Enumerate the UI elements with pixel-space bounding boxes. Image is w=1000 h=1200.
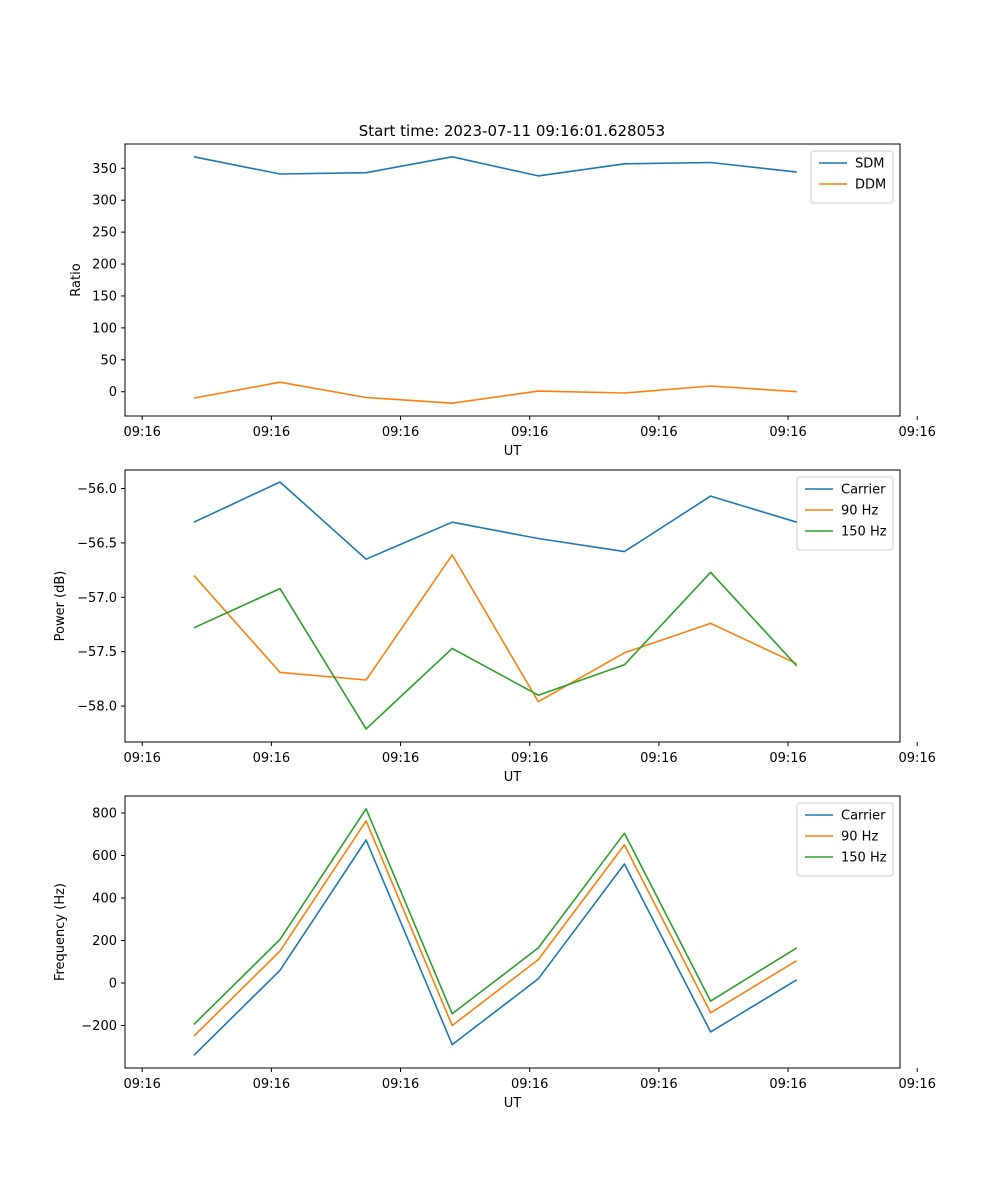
x-tick-label: 09:16 [898, 751, 935, 766]
series-line-150-hz [193, 571, 798, 730]
y-tick-label: 350 [92, 162, 117, 177]
x-tick-label: 09:16 [640, 1077, 677, 1092]
figure-title: Start time: 2023-07-11 09:16:01.628053 [359, 122, 665, 140]
y-tick-label: 800 [92, 807, 117, 822]
y-axis-label: Frequency (Hz) [53, 883, 68, 981]
subplot-1: 09:16 09:16 09:16 09:16 09:16 09:16 09:16 0 50 10… [69, 143, 936, 459]
y-tick-label: 250 [92, 226, 117, 241]
legend: Carrier 90 Hz 150 Hz [796, 476, 894, 551]
x-tick-label: 09:16 [123, 1077, 160, 1092]
x-tick-label: 09:16 [898, 1077, 935, 1092]
legend-label: 150 Hz [841, 851, 887, 866]
series-line-150-hz [193, 807, 798, 1025]
legend-box [810, 150, 894, 204]
y-tick-label: −57.0 [77, 591, 117, 606]
y-tick-label: 600 [92, 849, 117, 864]
y-tick-label: 300 [92, 194, 117, 209]
subplots: 09:16 09:16 09:16 09:16 09:16 09:16 09:16 0 50 10… [53, 143, 936, 1111]
y-tick-label: −58.0 [77, 700, 117, 715]
y-tick-label: 150 [92, 289, 117, 304]
y-tick-label: −200 [81, 1019, 117, 1034]
legend-label: Carrier [841, 809, 886, 824]
x-tick-label: 09:16 [640, 425, 677, 440]
x-tick-label: 09:16 [769, 1077, 806, 1092]
x-tick-label: 09:16 [640, 751, 677, 766]
x-tick-label: 09:16 [253, 751, 290, 766]
series-line-90-hz [193, 820, 798, 1037]
x-axis-label: UT [504, 444, 522, 459]
y-tick-label: −56.0 [77, 482, 117, 497]
x-tick-label: 09:16 [123, 425, 160, 440]
series-line-carrier [193, 839, 798, 1056]
y-tick-label: −56.5 [77, 536, 117, 551]
x-axis-label: UT [504, 1096, 522, 1111]
y-tick-label: 200 [92, 258, 117, 273]
legend-label: 150 Hz [841, 525, 887, 540]
x-tick-label: 09:16 [769, 425, 806, 440]
x-axis-label: UT [504, 770, 522, 785]
y-tick-label: 200 [92, 934, 117, 949]
subplot-2: 09:16 09:16 09:16 09:16 09:16 09:16 09:16 −58.0… [53, 469, 936, 785]
x-tick-label: 09:16 [898, 425, 935, 440]
y-tick-label: −57.5 [77, 645, 117, 660]
legend: Carrier 90 Hz 150 Hz [796, 802, 894, 877]
x-tick-label: 09:16 [382, 751, 419, 766]
y-tick-label: 400 [92, 892, 117, 907]
x-tick-label: 09:16 [511, 1077, 548, 1092]
x-tick-label: 09:16 [382, 1077, 419, 1092]
series-line-carrier [193, 481, 797, 561]
legend: SDM DDM [810, 150, 894, 204]
y-axis-label: Ratio [69, 263, 84, 296]
y-tick-label: 0 [109, 385, 117, 400]
y-axis-label: Power (dB) [53, 571, 68, 642]
axes-frame [124, 469, 901, 743]
x-tick-label: 09:16 [769, 751, 806, 766]
x-tick-label: 09:16 [253, 425, 290, 440]
axes-frame [124, 795, 901, 1069]
legend-label: Carrier [841, 483, 886, 498]
y-tick-label: 50 [100, 353, 117, 368]
y-tick-label: 100 [92, 321, 117, 336]
legend-label: DDM [855, 178, 886, 193]
axes-frame [124, 143, 901, 417]
legend-label: SDM [855, 157, 884, 172]
x-tick-label: 09:16 [511, 425, 548, 440]
x-tick-label: 09:16 [123, 751, 160, 766]
subplot-3: 09:16 09:16 09:16 09:16 09:16 09:16 09:16 −200 0… [53, 795, 936, 1111]
x-tick-label: 09:16 [253, 1077, 290, 1092]
y-tick-label: 0 [109, 977, 117, 992]
legend-label: 90 Hz [841, 830, 878, 845]
x-tick-label: 09:16 [382, 425, 419, 440]
series-line-90-hz [193, 554, 798, 703]
x-tick-label: 09:16 [511, 751, 548, 766]
series-line-sdm [193, 156, 797, 177]
series-line-ddm [193, 381, 797, 405]
legend-label: 90 Hz [841, 504, 878, 519]
